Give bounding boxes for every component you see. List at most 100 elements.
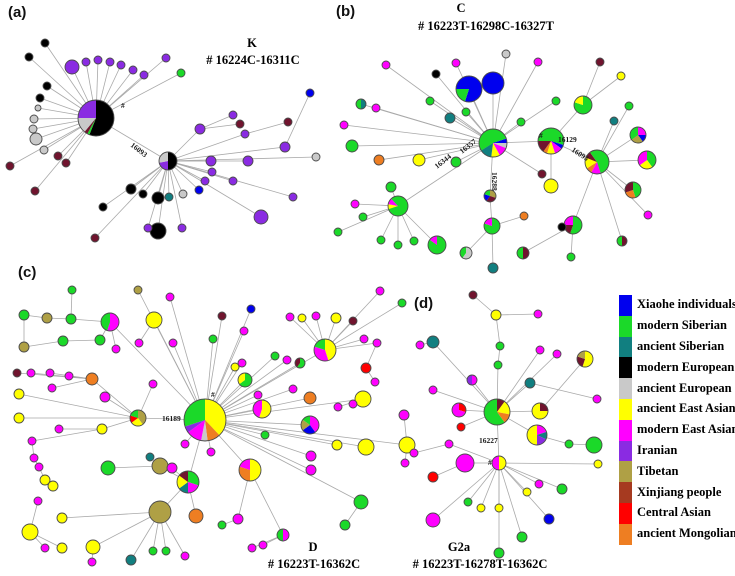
network-node <box>29 453 39 463</box>
network-node <box>139 70 149 80</box>
network-node <box>534 479 544 489</box>
network-node <box>18 341 30 353</box>
network-node <box>353 494 369 510</box>
network-edge <box>249 469 284 536</box>
network-node <box>85 372 99 386</box>
network-edge <box>137 289 206 421</box>
network-node <box>543 178 559 194</box>
network-node <box>279 141 291 153</box>
network-node <box>200 176 210 186</box>
network-node <box>242 155 254 167</box>
network-node <box>206 447 216 457</box>
network-node <box>556 483 568 495</box>
network-node <box>253 390 263 400</box>
edge-label: 16288 <box>490 172 499 191</box>
network-node <box>330 312 342 324</box>
network-node <box>400 458 410 468</box>
network-node <box>207 167 217 177</box>
network-node <box>478 128 508 158</box>
network-node <box>516 531 528 543</box>
network-node <box>427 235 447 255</box>
network-edge <box>498 462 599 465</box>
network-node <box>501 49 511 59</box>
network-edge <box>343 124 494 144</box>
network-node <box>566 252 576 262</box>
network-node <box>116 60 126 70</box>
network-node <box>552 349 562 359</box>
network-node <box>148 500 172 524</box>
network-node <box>217 311 227 321</box>
network-edge <box>109 321 206 421</box>
network-node <box>643 210 653 220</box>
legend-swatch-gray <box>619 378 632 399</box>
network-node <box>85 539 101 555</box>
network-node <box>56 542 68 554</box>
network-node <box>134 338 144 348</box>
network-edge <box>351 142 494 147</box>
network-node <box>463 497 473 507</box>
network-node <box>524 377 536 389</box>
network-node <box>516 246 530 260</box>
network-edge <box>61 511 161 519</box>
network-node <box>138 189 148 199</box>
network-node <box>5 161 15 171</box>
network-node <box>531 402 549 420</box>
network-edge <box>51 378 93 389</box>
network-edge <box>94 160 169 239</box>
network-node <box>331 439 343 451</box>
network-node <box>593 459 603 469</box>
network-node <box>158 151 178 171</box>
network-edge <box>498 462 540 485</box>
panel-c-letter: (c) <box>18 264 37 281</box>
network-node <box>176 470 200 494</box>
network-node <box>30 186 40 196</box>
edge-label: # <box>488 458 492 467</box>
network-edge <box>204 398 364 421</box>
network-node <box>609 116 619 126</box>
network-edge <box>432 462 500 521</box>
network-edge <box>432 341 498 413</box>
network-node <box>294 357 306 369</box>
network-node <box>276 528 290 542</box>
edge-label: # <box>539 131 543 140</box>
panel-b-title: C <box>456 1 466 15</box>
network-node <box>345 139 359 153</box>
network-edge <box>204 419 362 503</box>
network-node <box>208 334 218 344</box>
network-node <box>194 123 206 135</box>
network-node <box>56 512 68 524</box>
network-node <box>476 503 486 513</box>
network-node <box>282 355 292 365</box>
network-node <box>393 240 403 250</box>
network-node <box>288 384 298 394</box>
network-node <box>90 233 100 243</box>
network-node <box>34 104 42 112</box>
network-node <box>176 68 186 78</box>
network-node <box>237 372 253 388</box>
network-node <box>57 335 69 347</box>
network-node <box>425 96 435 106</box>
panel-c-title: D <box>308 540 318 554</box>
legend-swatch-green <box>619 315 632 337</box>
legend-label: modern East Asian <box>637 422 735 437</box>
network-node <box>451 402 467 418</box>
legend-label: Xiaohe individuals <box>637 297 735 312</box>
network-node <box>13 388 25 400</box>
network-node <box>164 192 174 202</box>
network-node <box>375 286 385 296</box>
network-node <box>415 340 425 350</box>
legend-label: Central Asian <box>637 505 711 520</box>
network-node <box>576 350 594 368</box>
network-node <box>444 112 456 124</box>
network-node <box>165 292 175 302</box>
network-node <box>455 453 475 473</box>
network-node <box>543 513 555 525</box>
edge-label: 16227 <box>479 436 498 445</box>
edge-label: 16357 <box>458 137 479 156</box>
network-node <box>305 88 315 98</box>
network-node <box>21 523 39 541</box>
network-edge <box>167 146 286 162</box>
network-node <box>455 75 483 103</box>
network-node <box>333 227 343 237</box>
